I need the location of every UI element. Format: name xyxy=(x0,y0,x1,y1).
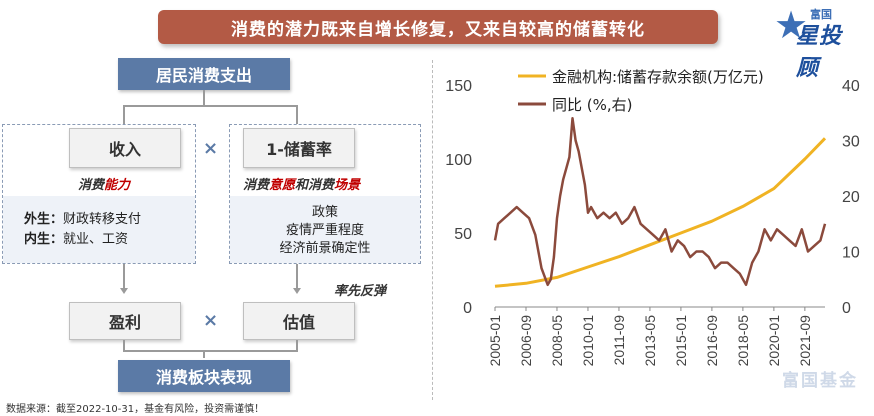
connector xyxy=(296,340,298,352)
watermark: 富国基金 xyxy=(782,371,858,391)
x-tick-label: 2016-09 xyxy=(704,315,720,367)
x-tick-label: 2021-09 xyxy=(797,315,813,367)
note-outlook: 经济前景确定性 xyxy=(279,241,371,256)
connector xyxy=(296,264,298,288)
profit-box: 盈利 xyxy=(69,302,181,340)
times-symbol: × xyxy=(203,138,219,159)
connector xyxy=(123,264,125,288)
connector xyxy=(123,105,297,107)
y-right-tick-label: 0 xyxy=(842,300,851,317)
x-tick-label: 2008-05 xyxy=(549,315,565,367)
x-tick-label: 2006-09 xyxy=(518,315,534,367)
y-right-tick-label: 10 xyxy=(842,245,860,262)
household-consumption-box: 居民消费支出 xyxy=(118,58,290,90)
connector xyxy=(123,340,125,352)
y-left-tick-label: 0 xyxy=(463,300,472,317)
connector xyxy=(203,90,205,106)
x-tick-label: 2010-01 xyxy=(580,315,596,367)
connector xyxy=(123,105,125,125)
income-box: 收入 xyxy=(69,128,181,168)
y-right-tick-label: 30 xyxy=(842,134,860,151)
note-endogenous: 内生：就业、工资 xyxy=(24,232,129,247)
x-tick-label: 2013-05 xyxy=(642,315,658,367)
arrow-down-icon xyxy=(293,288,301,294)
legend-label: 金融机构:储蓄存款余额(万亿元) xyxy=(552,68,764,86)
y-right-tick-label: 40 xyxy=(842,78,860,95)
brand-logo: ★ 富国 星投顾 xyxy=(774,3,862,81)
savings-chart: 0 50 100 150 0 10 20 30 40 2005-01 2006-09 2008-05 2… xyxy=(445,68,860,367)
consumer-sector-box: 消费板块表现 xyxy=(118,360,290,392)
x-tick-label: 2011-09 xyxy=(611,315,627,366)
intent-label: 消费意愿和消费场景 xyxy=(243,178,361,193)
valuation-box: 估值 xyxy=(243,302,355,340)
y-left-tick-label: 50 xyxy=(454,226,472,243)
x-tick-label: 2015-01 xyxy=(673,315,689,367)
divider xyxy=(432,60,433,400)
star-icon: ★ xyxy=(774,3,809,47)
lead-rebound-label: 率先反弹 xyxy=(334,284,387,299)
page-title: 消费的潜力既来自增长修复，又来自较高的储蓄转化 xyxy=(158,10,718,44)
x-tick-label: 2018-05 xyxy=(735,315,751,367)
savings-panel-notes-bg xyxy=(230,196,420,263)
x-tick-label: 2005-01 xyxy=(487,315,503,367)
y-right-tick-label: 20 xyxy=(842,189,860,206)
note-policy: 政策 xyxy=(311,205,338,220)
times-symbol: × xyxy=(203,310,219,331)
income-notes: 外生：财政转移支付 内生：就业、工资 xyxy=(24,210,141,250)
connector xyxy=(123,350,297,352)
series-line-deposits xyxy=(494,137,827,288)
series-line-yoy xyxy=(493,117,827,287)
x-tick-label: 2020-01 xyxy=(766,315,782,367)
y-left-tick-label: 100 xyxy=(445,152,472,169)
income-panel-notes-bg xyxy=(3,196,195,263)
note-exogenous: 外生：财政转移支付 xyxy=(24,212,142,227)
note-epidemic: 疫情严重程度 xyxy=(285,223,364,238)
savings-rate-box: 1-储蓄率 xyxy=(243,128,355,168)
legend-label: 同比 (%,右) xyxy=(552,96,633,114)
connector xyxy=(203,350,205,358)
source-note: 数据来源：截至2022-10-31，基金有风险，投资需谨慎！ xyxy=(6,404,265,415)
connector xyxy=(296,105,298,125)
ability-label: 消费能力 xyxy=(78,178,131,193)
logo-main-text: 星投顾 xyxy=(796,24,843,81)
savings-notes: 政策 疫情严重程度 经济前景确定性 xyxy=(229,204,421,258)
logo-top-text: 富国 xyxy=(810,8,832,21)
arrow-down-icon xyxy=(120,288,128,294)
y-left-tick-label: 150 xyxy=(445,78,472,95)
